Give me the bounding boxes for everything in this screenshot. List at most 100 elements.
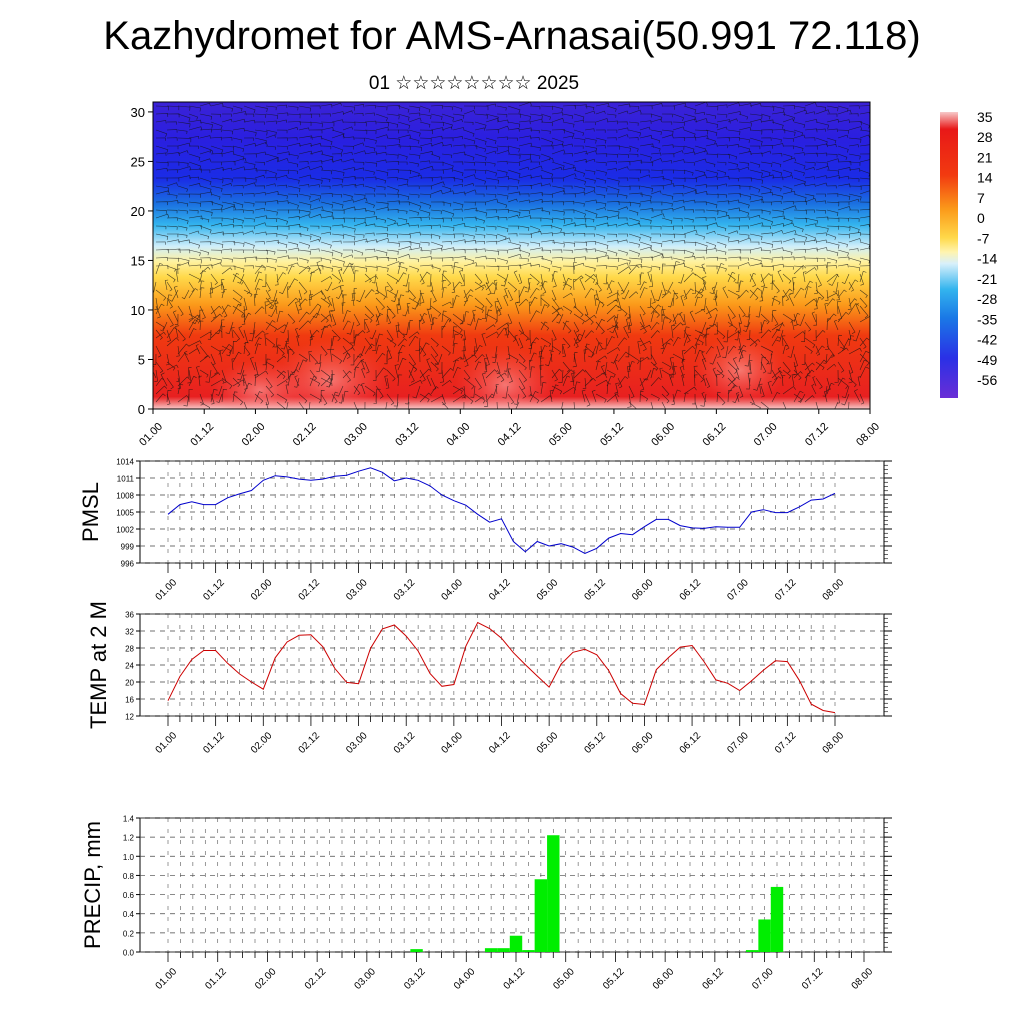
temp2m-ytick-label: 36 [125, 611, 134, 620]
wind-barb [848, 193, 862, 201]
wind-barb [166, 248, 181, 253]
wind-barb [375, 388, 381, 403]
wind-barb [837, 193, 851, 201]
wind-barb [639, 377, 645, 391]
wind-barb [594, 294, 598, 307]
wind-barb [694, 174, 707, 179]
wind-barb [595, 301, 604, 315]
wind-barb [680, 295, 685, 307]
wind-barb [760, 113, 771, 120]
wind-barb [155, 257, 168, 261]
wind-barb [243, 201, 255, 207]
wind-barb [397, 129, 409, 134]
wind-barb [549, 390, 554, 403]
wind-barb [760, 257, 773, 263]
wind-barb [573, 256, 587, 261]
wind-barb [173, 285, 179, 299]
wind-barb [375, 352, 386, 363]
wind-barb [386, 153, 399, 159]
wind-barb [606, 209, 620, 216]
wind-barb [430, 281, 434, 292]
wind-barb [804, 183, 816, 188]
wind-barb [694, 369, 705, 383]
wind-barb [309, 353, 318, 365]
wind-barb [276, 345, 285, 356]
wind-barb [650, 225, 662, 230]
wind-barb [518, 184, 532, 190]
wind-barb [650, 137, 661, 144]
wind-barb [595, 193, 606, 199]
wind-barb [705, 169, 718, 177]
wind-barb [804, 280, 813, 291]
wind-barb [540, 157, 554, 163]
wind-barb [760, 385, 765, 398]
wind-barb [342, 370, 352, 379]
wind-barb [364, 112, 375, 116]
wind-barb [848, 248, 859, 252]
wind-barb [767, 361, 773, 374]
wind-barb [395, 324, 400, 339]
wind-barb [550, 351, 554, 363]
wind-barb [518, 377, 526, 391]
wind-barb [320, 241, 332, 249]
wind-barb [254, 249, 268, 255]
wind-barb [584, 233, 595, 237]
temp2m-xtick-label: 08.00 [821, 730, 847, 756]
wind-barb [713, 289, 718, 300]
wind-barb [210, 231, 225, 236]
wind-barb [199, 217, 210, 223]
wind-barb [661, 256, 673, 260]
wind-barb [430, 395, 445, 403]
precip-xtick-label: 08.00 [850, 966, 876, 992]
wind-barb [771, 369, 778, 380]
wind-barb [188, 126, 203, 131]
wind-barb [386, 369, 396, 382]
wind-barb [168, 289, 179, 302]
wind-barb [529, 352, 537, 363]
wind-barb [287, 216, 300, 220]
wind-barb [265, 169, 277, 177]
wind-barb [551, 385, 563, 395]
wind-barb [760, 329, 772, 339]
wind-barb [650, 145, 661, 152]
wind-barb [540, 239, 555, 245]
wind-barb [290, 361, 300, 374]
wind-barb [276, 272, 286, 283]
wind-barb [375, 233, 388, 238]
wind-barb [834, 319, 839, 331]
wind-barb [199, 249, 210, 256]
wind-barb [837, 301, 842, 315]
wind-barb [364, 401, 366, 409]
wind-barb [386, 161, 400, 165]
wind-barb [320, 389, 325, 403]
wind-barb [749, 287, 761, 299]
pmsl-xtick-label: 02.00 [249, 577, 275, 603]
wind-barb [430, 176, 443, 181]
wind-barb [232, 225, 243, 229]
wind-barb [441, 168, 453, 172]
wind-barb [749, 185, 761, 193]
wind-barb [205, 369, 212, 383]
wind-barb [441, 367, 454, 379]
wind-barb [826, 105, 839, 112]
wind-barb [460, 345, 465, 360]
wind-barb [577, 329, 586, 342]
wind-barb [309, 335, 315, 347]
temp2m-ytick-label: 28 [125, 645, 134, 654]
wind-barb [452, 367, 461, 379]
wind-barb [551, 161, 565, 170]
wind-barb [221, 223, 234, 228]
wind-barb [418, 319, 423, 331]
wind-barb [837, 109, 852, 115]
wind-barb [771, 370, 783, 379]
wind-barb [595, 233, 606, 240]
wind-barb [386, 185, 400, 194]
wind-barb [386, 144, 401, 149]
wind-barb [496, 327, 508, 339]
wind-barb [430, 265, 441, 272]
wind-barb [221, 150, 235, 155]
wind-barb [320, 313, 329, 323]
wind-barb [507, 137, 518, 141]
wind-barb [651, 201, 663, 206]
wind-barb [584, 137, 597, 144]
